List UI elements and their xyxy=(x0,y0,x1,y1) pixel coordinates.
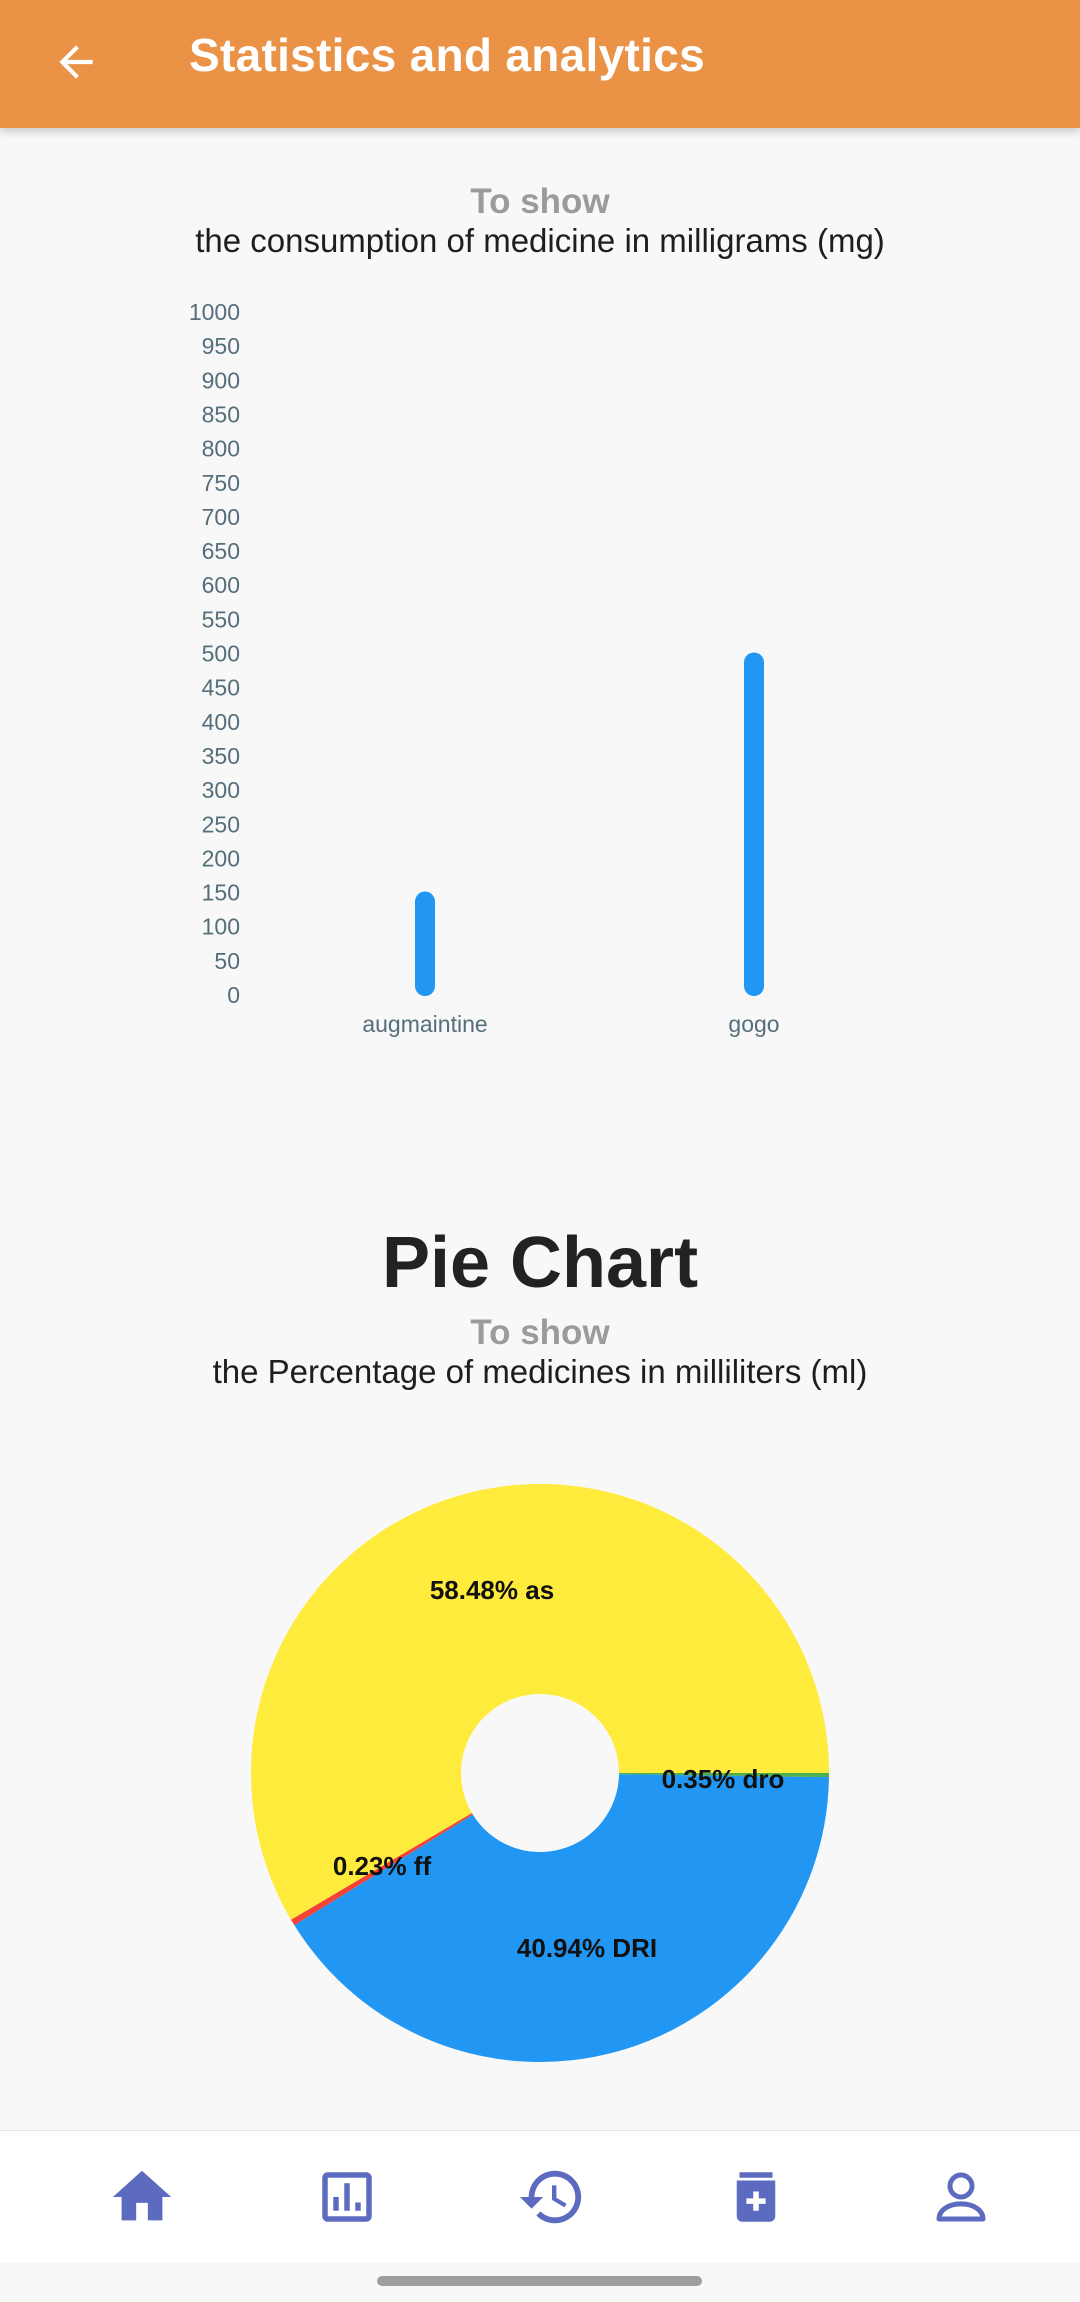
app-bar: Statistics and analytics xyxy=(0,0,1080,128)
y-tick-label: 750 xyxy=(202,470,240,496)
pie-slice-as xyxy=(251,1484,829,1920)
pie-chart-caption: the Percentage of medicines in millilite… xyxy=(212,1353,868,1390)
profile-icon xyxy=(936,2172,986,2222)
bar-chart-subtitle: To show xyxy=(470,182,610,221)
pie-chart: 58.48% as 0.35% dro 40.94% DRI 0.23% ff xyxy=(251,1484,830,2062)
nav-profile[interactable] xyxy=(921,2157,1001,2237)
back-button[interactable] xyxy=(38,24,114,100)
bar-chart: 0 50 100 150 200 250 300 350 400 450 500 550 600 650 7… xyxy=(189,299,780,1037)
nav-medicine[interactable] xyxy=(716,2157,796,2237)
y-tick-label: 800 xyxy=(202,436,240,462)
pie-slice-label: 0.23% ff xyxy=(333,1851,432,1881)
pie-slice-label: 0.35% dro xyxy=(662,1764,785,1794)
y-tick-label: 450 xyxy=(202,675,240,701)
y-tick-label: 350 xyxy=(202,743,240,769)
page-title: Statistics and analytics xyxy=(189,29,705,81)
y-tick-label: 850 xyxy=(202,401,240,427)
bottom-navigation xyxy=(0,2130,1080,2263)
y-tick-label: 0 xyxy=(227,982,240,1008)
y-tick-label: 150 xyxy=(202,880,240,906)
home-icon xyxy=(112,2170,172,2221)
pie-slice-dri xyxy=(294,1774,829,2062)
pie-slice-ff xyxy=(618,1773,830,1778)
medicine-icon xyxy=(736,2172,776,2222)
x-tick-label: gogo xyxy=(728,1011,779,1037)
bar-chart-caption: the consumption of medicine in milligram… xyxy=(195,222,885,259)
y-tick-label: 600 xyxy=(202,572,240,598)
bar-chart-icon xyxy=(322,2172,372,2222)
y-tick-label: 50 xyxy=(214,948,240,974)
pie-slice-label: 58.48% as xyxy=(430,1575,554,1605)
y-tick-label: 300 xyxy=(202,777,240,803)
y-tick-label: 900 xyxy=(202,367,240,393)
home-indicator xyxy=(377,2276,702,2286)
nav-home[interactable] xyxy=(102,2157,182,2237)
y-tick-label: 400 xyxy=(202,709,240,735)
history-icon xyxy=(519,2170,582,2224)
arrow-left-icon xyxy=(59,45,93,79)
y-tick-label: 100 xyxy=(202,914,240,940)
pie-chart-heading: Pie Chart xyxy=(381,1223,699,1303)
y-tick-label: 200 xyxy=(202,845,240,871)
nav-statistics[interactable] xyxy=(307,2157,387,2237)
x-tick-label: augmaintine xyxy=(362,1011,487,1037)
y-tick-label: 1000 xyxy=(189,299,240,325)
y-tick-label: 250 xyxy=(202,811,240,837)
pie-slice-label: 40.94% DRI xyxy=(517,1933,657,1963)
y-tick-label: 550 xyxy=(202,606,240,632)
y-tick-label: 700 xyxy=(202,504,240,530)
y-tick-label: 950 xyxy=(202,333,240,359)
nav-history[interactable] xyxy=(512,2157,592,2237)
y-tick-label: 500 xyxy=(202,641,240,667)
y-tick-label: 650 xyxy=(202,538,240,564)
pie-chart-subtitle: To show xyxy=(470,1313,610,1352)
pie-slice-dro xyxy=(291,1813,473,1926)
